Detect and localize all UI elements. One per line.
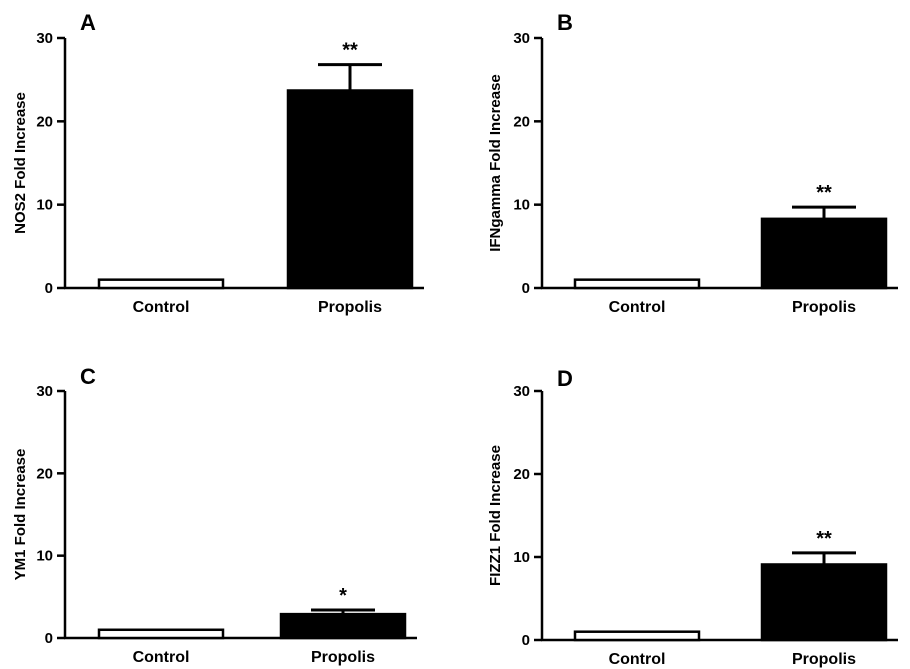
y-axis-title: YM1 Fold Increase [12, 449, 29, 581]
y-tick-label: 0 [45, 630, 53, 647]
y-tick-label: 0 [45, 280, 53, 297]
x-category-label: Control [609, 299, 666, 316]
panel-letter: B [557, 10, 573, 35]
panel-letter: D [557, 366, 573, 391]
chart-panel-c: C 0 10 20 30 YM1 Fold Increase Control Propolis… [12, 364, 417, 666]
bar-control [97, 278, 225, 290]
x-category-label: Control [133, 649, 190, 666]
x-category-label: Propolis [792, 299, 856, 316]
x-category-label: Propolis [792, 651, 856, 668]
x-category-label: Control [133, 299, 190, 316]
panel-letter: A [80, 10, 96, 35]
y-tick-label: 20 [513, 466, 530, 483]
bar-control [573, 278, 701, 290]
bar-propolis [286, 89, 414, 290]
y-tick-label: 10 [36, 197, 53, 214]
y-tick-label: 30 [36, 383, 53, 400]
y-tick-label: 20 [36, 465, 53, 482]
y-axis-title: NOS2 Fold Increase [12, 92, 29, 234]
panel-letter: C [80, 364, 96, 389]
y-tick-label: 30 [36, 30, 53, 47]
y-tick-label: 10 [513, 197, 530, 214]
y-tick-label: 10 [36, 548, 53, 565]
y-tick-label: 30 [513, 383, 530, 400]
chart-panel-b: B 0 10 20 30 IFNgamma Fold Increase Control Pro… [487, 10, 898, 316]
y-axis-title: IFNgamma Fold Increase [487, 74, 504, 252]
y-tick-label: 0 [522, 632, 530, 649]
significance-label: * [339, 585, 347, 607]
bar-propolis [760, 217, 888, 290]
bar-control [97, 628, 225, 640]
x-category-label: Propolis [311, 649, 375, 666]
bar-propolis [279, 612, 407, 640]
significance-label: ** [816, 528, 832, 550]
y-tick-label: 30 [513, 30, 530, 47]
y-tick-label: 10 [513, 549, 530, 566]
chart-panel-d: D 0 10 20 30 FIZZ1 Fold Increase Control Propol… [487, 366, 898, 668]
y-tick-label: 20 [513, 113, 530, 130]
y-tick-label: 0 [522, 280, 530, 297]
bar-propolis [760, 563, 888, 642]
x-category-label: Propolis [318, 299, 382, 316]
bar-control [573, 630, 701, 642]
y-axis-title: FIZZ1 Fold Increase [487, 445, 504, 586]
x-category-label: Control [609, 651, 666, 668]
chart-panel-a: A 0 10 20 30 NOS2 Fold Increase Control Propoli… [12, 10, 424, 316]
significance-label: ** [342, 40, 358, 62]
significance-label: ** [816, 182, 832, 204]
y-tick-label: 20 [36, 113, 53, 130]
